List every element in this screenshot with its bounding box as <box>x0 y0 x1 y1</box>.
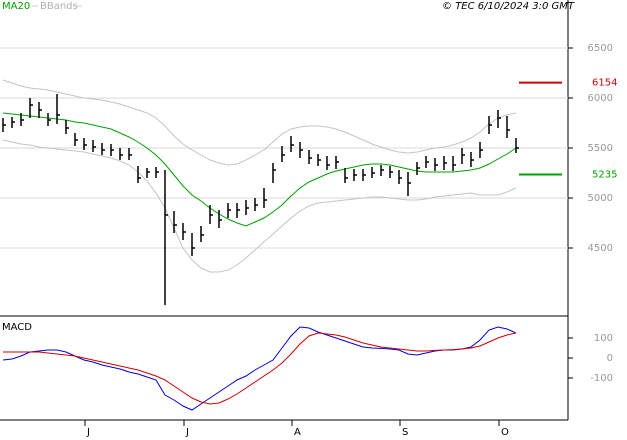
y-tick-label: 4500 <box>588 243 613 254</box>
x-tick-label: J <box>86 427 90 438</box>
y-tick-label: 0 <box>607 353 613 364</box>
x-tick-label: A <box>294 427 301 438</box>
level-label: 5235 <box>592 170 617 181</box>
panel-title: MACD <box>2 322 32 333</box>
source-note: © TEC 6/10/2024 3:0 GMT <box>442 1 575 12</box>
y-tick-label: 100 <box>594 333 613 344</box>
y-tick-label: 6000 <box>588 93 613 104</box>
x-tick-label: O <box>501 427 509 438</box>
moving-average <box>2 112 517 227</box>
legend-entry: MA20 <box>2 1 30 12</box>
y-tick-label: -100 <box>590 373 613 384</box>
macd-line <box>3 332 517 405</box>
x-tick-label: J <box>185 427 189 438</box>
level-label: 6154 <box>592 78 617 89</box>
y-tick-label: 6500 <box>588 43 613 54</box>
macd-line <box>2 326 517 411</box>
y-tick-label: 5000 <box>588 193 613 204</box>
x-tick-label: S <box>402 427 408 438</box>
y-tick-label: 5500 <box>588 143 613 154</box>
bollinger-band <box>2 79 517 166</box>
legend-entry: BBands <box>40 1 78 12</box>
bollinger-band <box>2 139 517 273</box>
